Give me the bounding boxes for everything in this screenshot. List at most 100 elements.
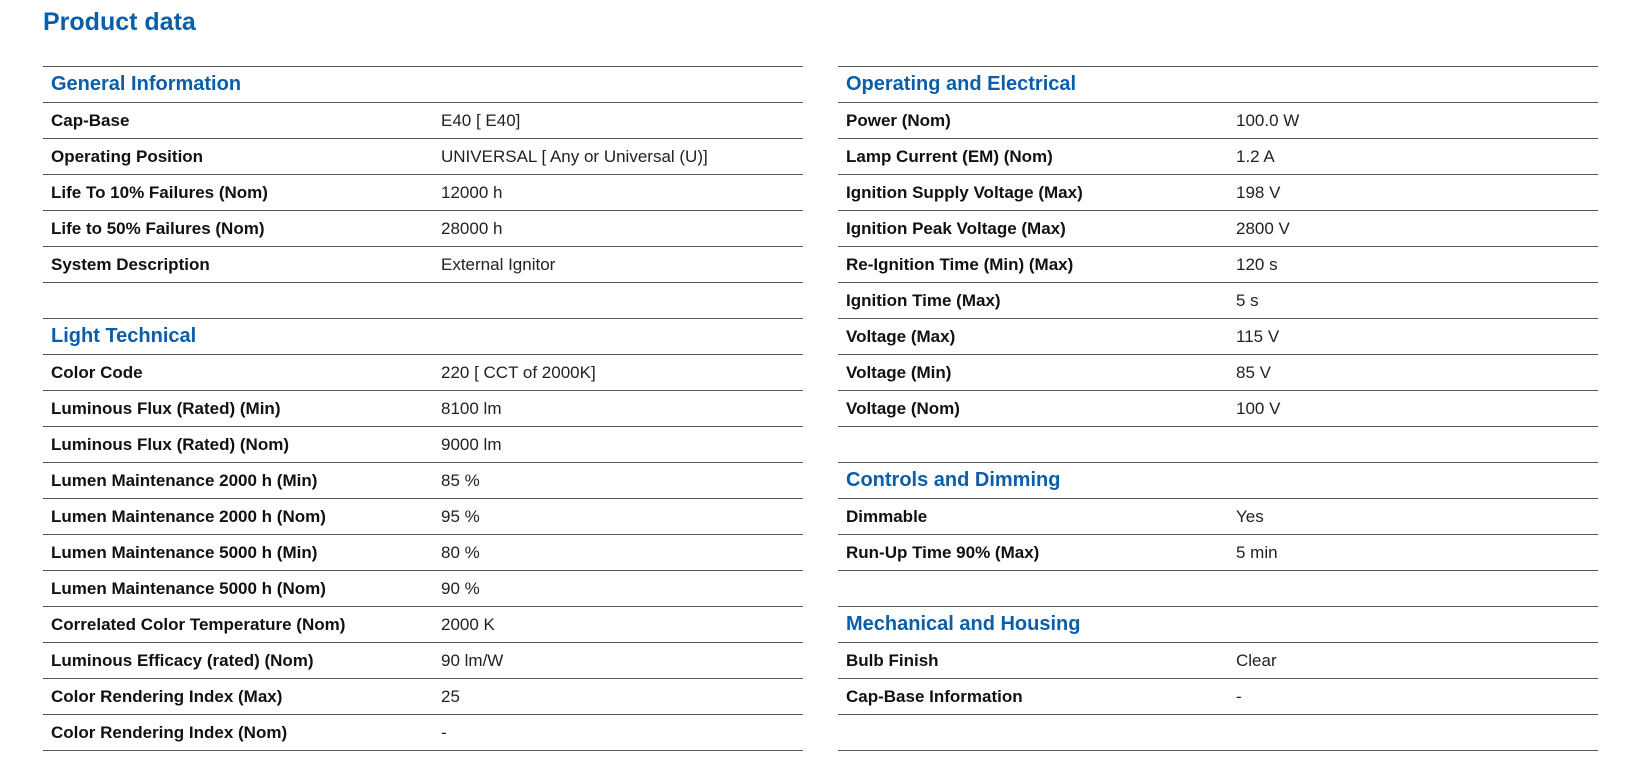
spec-label: Life To 10% Failures (Nom) xyxy=(51,182,268,202)
spec-row-lamp-current-em-nom: Lamp Current (EM) (Nom) 1.2 A xyxy=(838,139,1598,175)
spec-row-ignition-peak-voltage-max: Ignition Peak Voltage (Max) 2800 V xyxy=(838,211,1598,247)
spec-row-color-rendering-index-max: Color Rendering Index (Max) 25 xyxy=(43,679,803,715)
spec-label: Lumen Maintenance 2000 h (Nom) xyxy=(51,506,326,526)
section-title: Light Technical xyxy=(51,325,197,347)
spec-label: Operating Position xyxy=(51,146,204,166)
spec-value: External Ignitor xyxy=(441,254,556,274)
spec-label: Voltage (Min) xyxy=(846,362,952,382)
spec-value: 28000 h xyxy=(441,218,503,238)
spec-value: 85 % xyxy=(441,470,480,490)
spec-value: 9000 lm xyxy=(441,434,502,454)
section-header-light-technical: Light Technical xyxy=(43,319,803,355)
spec-row-ignition-time-max: Ignition Time (Max) 5 s xyxy=(838,283,1598,319)
spec-value: 220 [ CCT of 2000K] xyxy=(441,362,596,382)
spec-row-lumen-maintenance-2000-h-min: Lumen Maintenance 2000 h (Min) 85 % xyxy=(43,463,803,499)
spec-label: Run-Up Time 90% (Max) xyxy=(846,542,1040,562)
spec-label: Lumen Maintenance 5000 h (Min) xyxy=(51,542,318,562)
spec-row-lumen-maintenance-5000-h-min: Lumen Maintenance 5000 h (Min) 80 % xyxy=(43,535,803,571)
section-title: Controls and Dimming xyxy=(846,469,1061,491)
spec-label: Color Code xyxy=(51,362,143,382)
spec-label: Ignition Peak Voltage (Max) xyxy=(846,218,1066,238)
section-title: Operating and Electrical xyxy=(846,73,1077,95)
spec-row-correlated-color-temperature-nom: Correlated Color Temperature (Nom) 2000 K xyxy=(43,607,803,643)
blank-row xyxy=(838,427,1598,463)
spec-row-bulb-finish: Bulb Finish Clear xyxy=(838,643,1598,679)
section-header-operating-and-electrical: Operating and Electrical xyxy=(838,67,1598,103)
spec-value: 120 s xyxy=(1236,254,1278,274)
spec-value: 100 V xyxy=(1236,398,1281,418)
spec-row-re-ignition-time-min-max: Re-Ignition Time (Min) (Max) 120 s xyxy=(838,247,1598,283)
spec-value: E40 [ E40] xyxy=(441,110,521,130)
spec-row-operating-position: Operating Position UNIVERSAL [ Any or Uni… xyxy=(43,139,803,175)
spec-label: Ignition Supply Voltage (Max) xyxy=(846,182,1083,202)
blank-row xyxy=(838,715,1598,751)
spec-label: Dimmable xyxy=(846,506,928,526)
spec-row-color-code: Color Code 220 [ CCT of 2000K] xyxy=(43,355,803,391)
spec-row-dimmable: Dimmable Yes xyxy=(838,499,1598,535)
spec-row-system-description: System Description External Ignitor xyxy=(43,247,803,283)
spec-value: UNIVERSAL [ Any or Universal (U)] xyxy=(441,146,708,166)
spec-label: Color Rendering Index (Nom) xyxy=(51,722,288,742)
spec-label: Ignition Time (Max) xyxy=(846,290,1001,310)
spec-label: Power (Nom) xyxy=(846,110,951,130)
spec-value: 115 V xyxy=(1236,326,1280,346)
spec-value: Clear xyxy=(1236,650,1277,670)
spec-value: 2800 V xyxy=(1236,218,1290,238)
spec-row-color-rendering-index-nom: Color Rendering Index (Nom) - xyxy=(43,715,803,751)
spec-value: 80 % xyxy=(441,542,480,562)
spec-value: 198 V xyxy=(1236,182,1281,202)
spec-value: 90 lm/W xyxy=(441,650,504,670)
spec-label: Luminous Flux (Rated) (Min) xyxy=(51,398,281,418)
spec-label: Color Rendering Index (Max) xyxy=(51,686,283,706)
spec-value: Yes xyxy=(1236,506,1264,526)
page-title: Product data xyxy=(43,8,196,36)
spec-label: Lumen Maintenance 2000 h (Min) xyxy=(51,470,318,490)
spec-label: Life to 50% Failures (Nom) xyxy=(51,218,265,238)
spec-value: 100.0 W xyxy=(1236,110,1300,130)
section-header-general-information: General Information xyxy=(43,67,803,103)
blank-row xyxy=(838,571,1598,607)
spec-row-luminous-flux-rated-nom: Luminous Flux (Rated) (Nom) 9000 lm xyxy=(43,427,803,463)
spec-label: Voltage (Max) xyxy=(846,326,956,346)
spec-row-life-to-50-failures-nom: Life to 50% Failures (Nom) 28000 h xyxy=(43,211,803,247)
spec-label: Lamp Current (EM) (Nom) xyxy=(846,146,1053,166)
spec-row-life-to-10-failures-nom: Life To 10% Failures (Nom) 12000 h xyxy=(43,175,803,211)
spec-value: 5 s xyxy=(1236,290,1259,310)
section-header-mechanical-and-housing: Mechanical and Housing xyxy=(838,607,1598,643)
spec-row-voltage-nom: Voltage (Nom) 100 V xyxy=(838,391,1598,427)
spec-value: 85 V xyxy=(1236,362,1271,382)
spec-label: Voltage (Nom) xyxy=(846,398,960,418)
spec-value: 90 % xyxy=(441,578,480,598)
section-title: General Information xyxy=(51,73,242,95)
spec-value: 1.2 A xyxy=(1236,146,1275,166)
spec-label: Luminous Flux (Rated) (Nom) xyxy=(51,434,289,454)
spec-label: Cap-Base xyxy=(51,110,130,130)
section-title: Mechanical and Housing xyxy=(846,613,1081,635)
spec-label: System Description xyxy=(51,254,210,274)
spec-row-ignition-supply-voltage-max: Ignition Supply Voltage (Max) 198 V xyxy=(838,175,1598,211)
spec-value: 8100 lm xyxy=(441,398,502,418)
spec-value: - xyxy=(441,722,447,742)
spec-value: 25 xyxy=(441,686,460,706)
spec-value: 5 min xyxy=(1236,542,1278,562)
spec-row-cap-base: Cap-Base E40 [ E40] xyxy=(43,103,803,139)
spec-label: Luminous Efficacy (rated) (Nom) xyxy=(51,650,314,670)
spec-label: Cap-Base Information xyxy=(846,686,1023,706)
spec-value: - xyxy=(1236,686,1242,706)
spec-row-run-up-time-90-max: Run-Up Time 90% (Max) 5 min xyxy=(838,535,1598,571)
general-and-light-table: General Information Cap-Base E40 [ E40] Ope… xyxy=(43,66,803,751)
spec-value: 2000 K xyxy=(441,614,495,634)
spec-row-lumen-maintenance-5000-h-nom: Lumen Maintenance 5000 h (Nom) 90 % xyxy=(43,571,803,607)
spec-row-cap-base-information: Cap-Base Information - xyxy=(838,679,1598,715)
electrical-controls-mechanical-table: Operating and Electrical Power (Nom) 100.0… xyxy=(838,66,1598,751)
spec-value: 95 % xyxy=(441,506,480,526)
spec-row-voltage-min: Voltage (Min) 85 V xyxy=(838,355,1598,391)
spec-label: Correlated Color Temperature (Nom) xyxy=(51,614,346,634)
spec-row-luminous-efficacy-rated-nom: Luminous Efficacy (rated) (Nom) 90 lm/W xyxy=(43,643,803,679)
blank-row xyxy=(43,283,803,319)
spec-row-power-nom: Power (Nom) 100.0 W xyxy=(838,103,1598,139)
spec-label: Bulb Finish xyxy=(846,650,939,670)
spec-row-luminous-flux-rated-min: Luminous Flux (Rated) (Min) 8100 lm xyxy=(43,391,803,427)
spec-row-lumen-maintenance-2000-h-nom: Lumen Maintenance 2000 h (Nom) 95 % xyxy=(43,499,803,535)
section-header-controls-and-dimming: Controls and Dimming xyxy=(838,463,1598,499)
